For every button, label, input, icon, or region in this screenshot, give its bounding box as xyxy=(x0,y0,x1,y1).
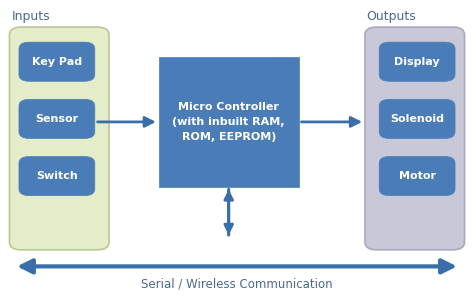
Text: Switch: Switch xyxy=(36,171,78,181)
FancyBboxPatch shape xyxy=(365,27,465,250)
Text: Micro Controller
(with inbuilt RAM,
ROM, EEPROM): Micro Controller (with inbuilt RAM, ROM,… xyxy=(173,102,285,142)
FancyBboxPatch shape xyxy=(379,42,455,81)
FancyBboxPatch shape xyxy=(379,99,455,138)
Text: Outputs: Outputs xyxy=(366,10,416,23)
FancyBboxPatch shape xyxy=(19,157,95,196)
FancyBboxPatch shape xyxy=(159,57,299,187)
FancyBboxPatch shape xyxy=(9,27,109,250)
Text: Sensor: Sensor xyxy=(36,114,78,124)
Text: Solenoid: Solenoid xyxy=(390,114,444,124)
Text: Display: Display xyxy=(394,57,440,67)
Text: Serial / Wireless Communication: Serial / Wireless Communication xyxy=(141,278,333,291)
Text: Inputs: Inputs xyxy=(11,10,50,23)
Text: Key Pad: Key Pad xyxy=(32,57,82,67)
FancyBboxPatch shape xyxy=(19,42,95,81)
FancyBboxPatch shape xyxy=(19,99,95,138)
Text: Motor: Motor xyxy=(399,171,436,181)
FancyBboxPatch shape xyxy=(379,157,455,196)
